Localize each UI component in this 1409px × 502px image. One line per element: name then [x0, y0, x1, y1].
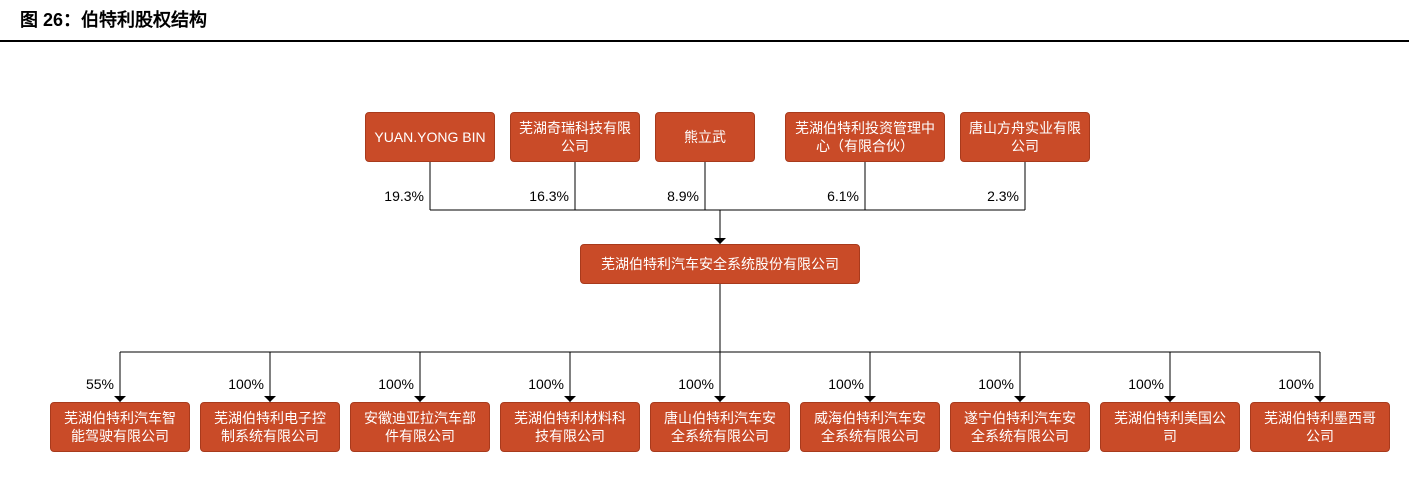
ownership-percent: 100% — [1106, 376, 1166, 392]
ownership-percent: 8.9% — [641, 188, 701, 204]
shareholder-node-0: YUAN.YONG BIN — [365, 112, 495, 162]
ownership-percent: 100% — [956, 376, 1016, 392]
subsidiary-node-0: 芜湖伯特利汽车智能驾驶有限公司 — [50, 402, 190, 452]
subsidiary-node-2: 安徽迪亚拉汽车部件有限公司 — [350, 402, 490, 452]
shareholder-node-3: 芜湖伯特利投资管理中心（有限合伙） — [785, 112, 945, 162]
subsidiary-node-7: 芜湖伯特利美国公司 — [1100, 402, 1240, 452]
center-company-node-0: 芜湖伯特利汽车安全系统股份有限公司 — [580, 244, 860, 284]
subsidiary-node-6: 遂宁伯特利汽车安全系统有限公司 — [950, 402, 1090, 452]
subsidiary-node-8: 芜湖伯特利墨西哥公司 — [1250, 402, 1390, 452]
ownership-percent: 100% — [1256, 376, 1316, 392]
shareholder-node-2: 熊立武 — [655, 112, 755, 162]
figure-title: 图 26：伯特利股权结构 — [0, 0, 1409, 42]
subsidiary-node-4: 唐山伯特利汽车安全系统有限公司 — [650, 402, 790, 452]
ownership-percent: 16.3% — [511, 188, 571, 204]
ownership-percent: 100% — [506, 376, 566, 392]
ownership-percent: 19.3% — [366, 188, 426, 204]
subsidiary-node-5: 威海伯特利汽车安全系统有限公司 — [800, 402, 940, 452]
ownership-percent: 6.1% — [801, 188, 861, 204]
ownership-percent: 55% — [56, 376, 116, 392]
subsidiary-node-1: 芜湖伯特利电子控制系统有限公司 — [200, 402, 340, 452]
ownership-percent: 100% — [806, 376, 866, 392]
ownership-percent: 2.3% — [961, 188, 1021, 204]
shareholder-node-1: 芜湖奇瑞科技有限公司 — [510, 112, 640, 162]
ownership-percent: 100% — [656, 376, 716, 392]
ownership-percent: 100% — [356, 376, 416, 392]
shareholder-node-4: 唐山方舟实业有限公司 — [960, 112, 1090, 162]
ownership-percent: 100% — [206, 376, 266, 392]
subsidiary-node-3: 芜湖伯特利材料科技有限公司 — [500, 402, 640, 452]
